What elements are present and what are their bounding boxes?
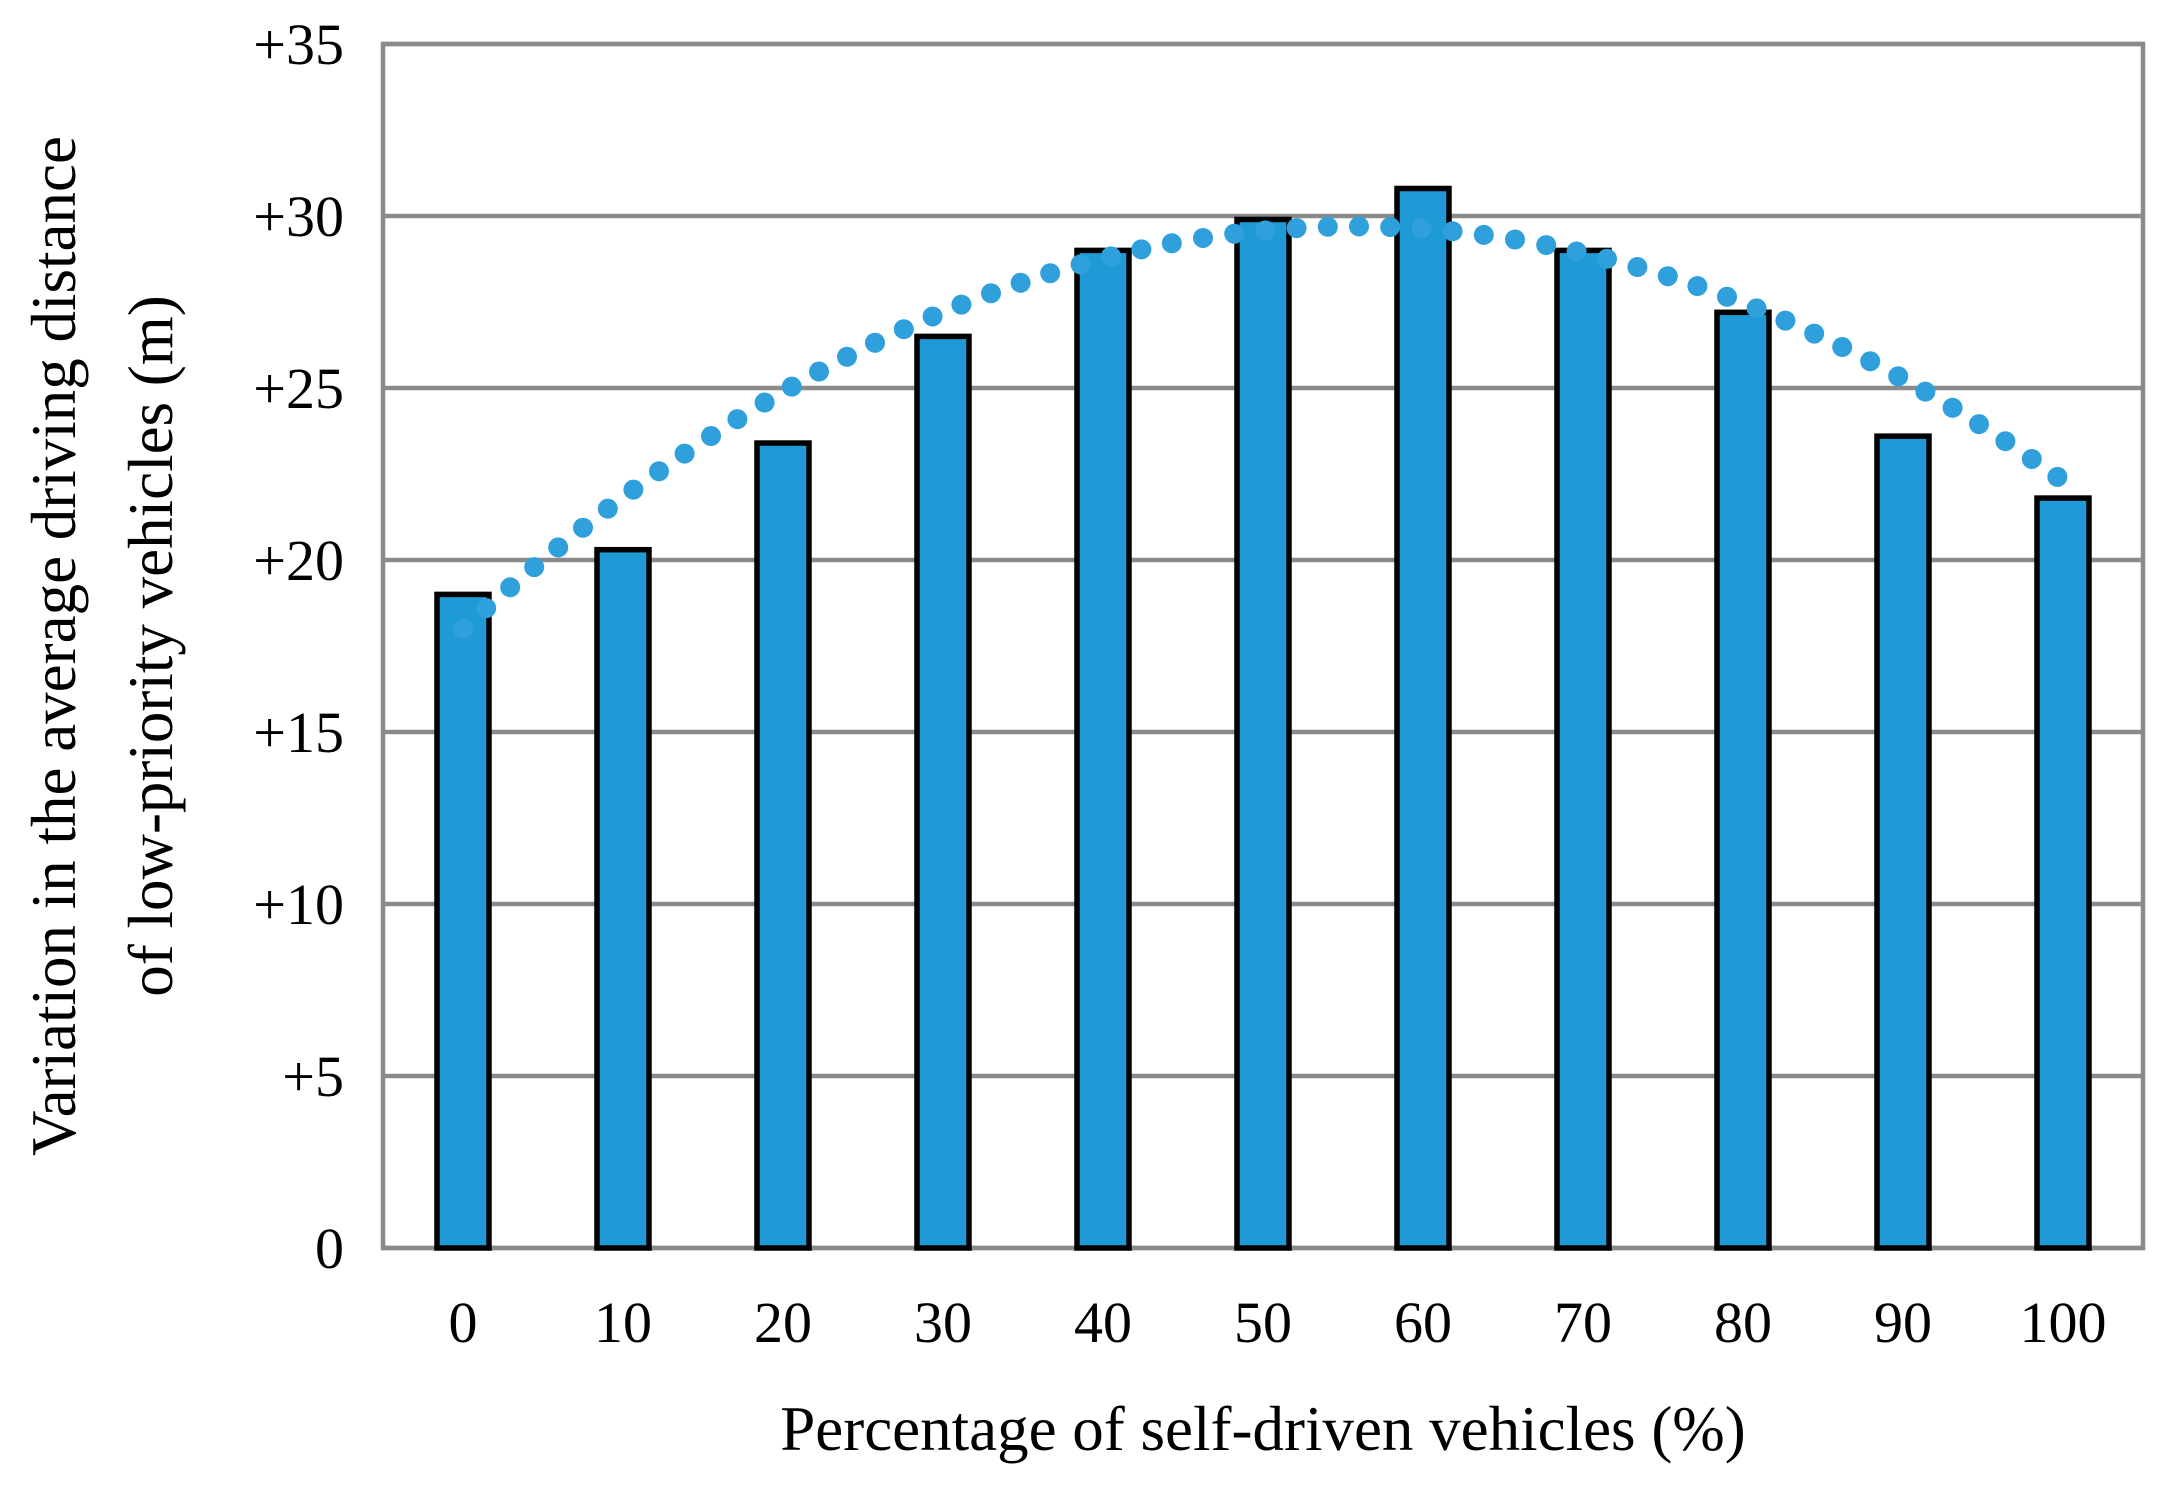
x-tick-label: 70 — [1554, 1290, 1612, 1355]
trend-dot — [1969, 414, 1989, 435]
bar-30 — [914, 333, 972, 1251]
trend-dot — [1349, 216, 1369, 237]
trend-dot — [1101, 246, 1121, 267]
x-tick-label: 20 — [754, 1290, 812, 1355]
bar-100 — [2034, 495, 2092, 1251]
trend-dot — [1380, 217, 1401, 238]
trend-dot — [781, 376, 802, 397]
x-tick-label: 40 — [1074, 1290, 1132, 1355]
bar-70 — [1554, 247, 1612, 1251]
trend-dot — [1942, 397, 1963, 418]
x-tick-label: 10 — [594, 1290, 652, 1355]
x-tick-label: 80 — [1714, 1290, 1772, 1355]
trend-dot — [1224, 223, 1245, 244]
x-tick-label: 90 — [1874, 1290, 1932, 1355]
x-tick-label: 0 — [449, 1290, 478, 1355]
trend-dot — [1597, 248, 1617, 269]
trend-dot — [1746, 298, 1767, 319]
trend-dot — [754, 392, 775, 413]
trend-dot — [1505, 229, 1525, 250]
trend-dot — [623, 479, 644, 500]
trend-dot — [1995, 431, 2016, 452]
bar-60 — [1394, 185, 1452, 1251]
bar-50 — [1234, 216, 1292, 1251]
trend-dot — [981, 283, 1001, 304]
y-tick-labels-group: +35 +30 +25 +20 +15 +10 +5 0 — [253, 12, 344, 1281]
trendline-group — [453, 216, 2068, 639]
trend-dot — [1627, 257, 1648, 278]
trend-dot — [597, 498, 618, 519]
trend-dot — [1010, 272, 1031, 293]
trend-dot — [893, 319, 914, 340]
x-tick-labels-group: 0 10 20 30 40 50 60 70 80 90 100 — [449, 1290, 2107, 1355]
trend-dot — [1070, 254, 1091, 275]
trend-dot — [1411, 218, 1432, 239]
trend-dot — [573, 517, 593, 538]
y-tick-label: +25 — [253, 356, 344, 421]
y-axis-title-line2: of low-priority vehicles (m) — [116, 295, 186, 997]
y-tick-label: +15 — [253, 700, 344, 765]
trend-dot — [548, 537, 569, 558]
trend-dot — [476, 598, 497, 619]
trend-dot — [649, 461, 669, 482]
trend-dot — [922, 306, 943, 327]
trend-dot — [1775, 310, 1796, 331]
y-tick-label: +20 — [253, 528, 344, 593]
y-tick-label: +10 — [253, 872, 344, 937]
trend-dot — [1804, 323, 1825, 344]
trend-dot — [1193, 227, 1213, 248]
trend-dot — [1860, 351, 1881, 372]
trend-dot — [701, 426, 721, 447]
trend-dot — [1161, 233, 1182, 254]
trend-dot — [1832, 337, 1853, 358]
y-tick-label: +35 — [253, 12, 344, 77]
bar-40 — [1074, 247, 1132, 1251]
trend-dot — [837, 346, 857, 367]
trend-dot — [453, 618, 473, 639]
trend-dot — [1915, 381, 1936, 402]
trend-dot — [1442, 221, 1463, 242]
trend-dot — [1317, 216, 1338, 237]
x-tick-label: 30 — [914, 1290, 972, 1355]
trend-dot — [1536, 235, 1557, 256]
trend-dot — [500, 577, 521, 598]
x-axis-title: Percentage of self-driven vehicles (%) — [780, 1394, 1746, 1464]
trend-dot — [727, 409, 748, 430]
trend-dot — [2047, 466, 2068, 487]
trend-dot — [1040, 263, 1061, 284]
trend-dot — [1131, 239, 1152, 260]
bar-10 — [594, 546, 652, 1251]
trend-dot — [951, 294, 972, 315]
trend-dot — [2021, 448, 2042, 469]
trend-dot — [524, 557, 545, 578]
y-tick-label: +5 — [282, 1044, 344, 1109]
trend-dot — [1566, 241, 1587, 262]
bars-group — [434, 185, 2092, 1251]
y-tick-label: +30 — [253, 184, 344, 249]
trend-dot — [1255, 220, 1276, 241]
trend-dot — [1286, 218, 1307, 239]
trend-dot — [865, 332, 885, 353]
trend-dot — [1657, 266, 1678, 287]
trend-dot — [1687, 276, 1708, 297]
trend-dot — [1888, 366, 1909, 387]
x-tick-label: 100 — [2020, 1290, 2107, 1355]
bar-90 — [1874, 433, 1932, 1251]
trend-dot — [674, 443, 695, 464]
trend-dot — [1473, 224, 1494, 245]
y-axis-title-line1: Variation in the average driving distanc… — [19, 136, 89, 1156]
y-tick-label: 0 — [315, 1216, 344, 1281]
x-tick-label: 50 — [1234, 1290, 1292, 1355]
bar-20 — [754, 440, 812, 1251]
bar-80 — [1714, 309, 1772, 1251]
x-tick-label: 60 — [1394, 1290, 1452, 1355]
trend-dot — [1717, 286, 1737, 307]
bar-0 — [434, 591, 492, 1251]
trend-dot — [809, 361, 829, 382]
